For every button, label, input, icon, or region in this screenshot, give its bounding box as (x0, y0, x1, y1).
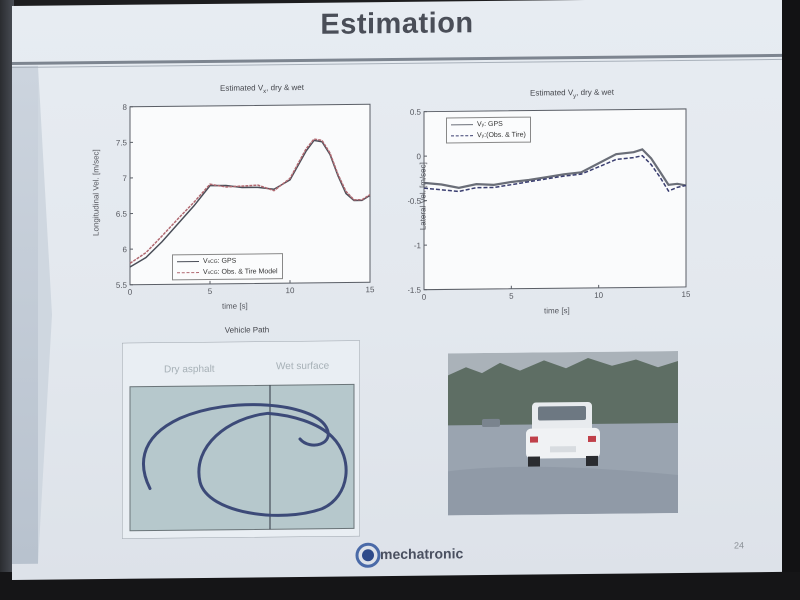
series-line-1 (423, 148, 687, 189)
y-tick-label: -1 (414, 241, 422, 250)
y-tick-label: 0 (417, 152, 422, 161)
legend-label-suffix: :(Obs. & Tire) (484, 131, 526, 140)
legend-label-suffix: : GPS (484, 120, 503, 129)
room-background-right (780, 0, 800, 600)
y-tick-label: 8 (123, 103, 128, 112)
legend-label-sub: xCG (207, 258, 218, 265)
plot-right-title-suffix: , dry & wet (576, 87, 614, 98)
legend-label-suffix: : Obs. & Tire Model (217, 268, 278, 276)
room-background-left (0, 0, 14, 600)
vehicle-path-figure (122, 340, 360, 539)
plot-left-title-text: Estimated V (220, 83, 264, 93)
x-tick-label: 0 (128, 288, 133, 297)
plot-left-title-suffix: , dry & wet (266, 82, 304, 93)
legend-swatch (451, 135, 473, 137)
y-tick-label: 6.5 (116, 210, 128, 219)
series-line-1 (129, 139, 371, 268)
plot-right-chart: 0 5 10 15 0.5 0 -0.5 -1 -1.5 (408, 108, 690, 302)
slide-title: Estimation (320, 7, 474, 41)
slide-accent-bar (12, 65, 38, 564)
y-tick-label: 7.5 (116, 138, 128, 147)
plot-right-ylabel: Lateral Vel. [m/sec] (418, 162, 428, 231)
plot-right-xlabel: time [s] (544, 306, 570, 316)
vehicle-path-title: Vehicle Path (224, 325, 270, 335)
legend-label-sub: xCG (207, 269, 218, 276)
legend-label-suffix: : GPS (217, 257, 237, 265)
slide-accent-triangle (38, 65, 52, 564)
x-tick-label: 10 (286, 286, 295, 295)
plot-area (129, 103, 371, 286)
plot-left-ylabel: Longitudinal Vel. [m/sec] (91, 149, 101, 237)
region-label-dry: Dry asphalt (164, 363, 215, 376)
y-tick-label: 7 (123, 174, 128, 183)
x-tick-label: 5 (208, 287, 213, 296)
x-tick-label: 5 (509, 292, 514, 301)
vehicle-photo (448, 351, 678, 516)
page-number: 24 (734, 540, 745, 551)
mechatronic-logo: mechatronic (354, 539, 494, 570)
y-tick-label: -0.5 (408, 197, 422, 206)
x-tick-label: 10 (594, 291, 603, 300)
x-tick-label: 15 (366, 285, 375, 294)
legend-swatch (177, 261, 199, 263)
plot-left-chart: 0 5 10 15 8 7.5 7 6.5 6 5.5 (116, 103, 375, 297)
projected-slide: Estimation Estimated Vx, dry & wet 0 5 10 1… (12, 0, 782, 581)
plot-right-title: Estimated Vy, dry & wet (472, 87, 672, 101)
plot-left-xlabel: time [s] (222, 301, 248, 311)
series-line-2 (423, 154, 687, 193)
series-line-2 (129, 138, 371, 264)
x-tick-label: 15 (682, 290, 690, 299)
y-tick-label: -1.5 (408, 286, 422, 295)
logo-text: mechatronic (380, 545, 464, 563)
legend-swatch (177, 272, 199, 274)
y-tick-label: 6 (123, 245, 128, 254)
y-tick-label: 5.5 (116, 281, 128, 290)
x-tick-label: 0 (422, 293, 427, 302)
region-label-wet: Wet surface (276, 360, 330, 373)
y-tick-label: 0.5 (410, 108, 422, 117)
plot-right-title-text: Estimated V (530, 88, 574, 98)
plot-left-title: Estimated Vx, dry & wet (162, 82, 362, 96)
car-icon (526, 401, 600, 467)
legend-swatch (451, 124, 473, 126)
